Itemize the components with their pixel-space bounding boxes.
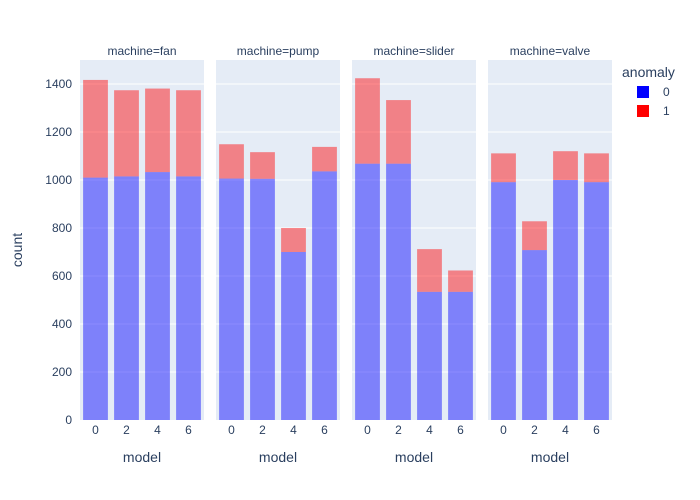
bar-anomaly-1[interactable] [553,151,578,180]
x-tick-label: 4 [154,423,161,437]
plot-background [80,60,204,420]
bar-anomaly-0[interactable] [219,178,244,420]
y-tick-label: 1400 [45,77,72,91]
bar-anomaly-1[interactable] [281,228,306,252]
bar-anomaly-0[interactable] [281,252,306,420]
y-tick-label: 0 [65,413,72,427]
x-axis-title: model [123,449,161,465]
plot-background [216,60,340,420]
bar-anomaly-1[interactable] [145,88,170,173]
bar-anomaly-0[interactable] [250,178,275,420]
bar-anomaly-1[interactable] [114,90,139,177]
bar-anomaly-1[interactable] [522,221,547,251]
bar-anomaly-1[interactable] [417,249,442,292]
facet-title: machine=pump [237,44,320,58]
x-tick-label: 2 [259,423,266,437]
bar-anomaly-0[interactable] [83,177,108,420]
bar-anomaly-1[interactable] [386,100,411,164]
bar-anomaly-0[interactable] [448,291,473,420]
bar-anomaly-0[interactable] [553,180,578,420]
x-tick-label: 4 [290,423,297,437]
facet-panel: machine=fan 0 2 4 6 model [80,44,204,465]
y-axis-title: count [9,233,25,267]
bar-anomaly-1[interactable] [250,152,275,179]
legend-swatch [637,105,649,117]
x-tick-label: 0 [228,423,235,437]
bar-anomaly-0[interactable] [491,182,516,420]
facet-panel: machine=valve 0 2 4 6 model [488,44,612,465]
legend-title: anomaly [622,64,675,80]
y-tick-label: 800 [52,221,72,235]
plot-background [488,60,612,420]
y-tick-label: 400 [52,317,72,331]
bar-anomaly-0[interactable] [355,163,380,420]
x-tick-label: 0 [92,423,99,437]
x-axis-title: model [531,449,569,465]
legend[interactable]: anomaly 0 1 [622,64,675,118]
x-tick-label: 0 [500,423,507,437]
bar-anomaly-0[interactable] [386,163,411,420]
legend-item-1[interactable]: 1 [637,104,670,118]
facet-panel: machine=slider 0 2 4 6 model [352,44,476,465]
legend-item-0[interactable]: 0 [637,85,670,99]
bar-anomaly-1[interactable] [355,78,380,164]
bar-anomaly-1[interactable] [491,153,516,183]
bar-anomaly-1[interactable] [584,153,609,183]
bar-anomaly-1[interactable] [219,144,244,179]
bar-anomaly-0[interactable] [114,176,139,420]
plot-background [352,60,476,420]
bar-anomaly-0[interactable] [145,172,170,420]
bar-anomaly-1[interactable] [83,79,108,178]
x-tick-label: 6 [185,423,192,437]
facet-panel: machine=pump 0 2 4 6 model [216,44,340,465]
x-tick-label: 6 [457,423,464,437]
bar-anomaly-0[interactable] [584,182,609,420]
y-tick-label: 200 [52,365,72,379]
x-tick-label: 6 [321,423,328,437]
facet-title: machine=fan [107,44,176,58]
y-tick-label: 1000 [45,173,72,187]
legend-label: 1 [663,104,670,118]
bar-anomaly-1[interactable] [176,90,201,177]
x-tick-label: 2 [531,423,538,437]
facet-title: machine=valve [510,44,591,58]
bar-anomaly-1[interactable] [312,146,337,172]
x-tick-label: 6 [593,423,600,437]
x-tick-label: 4 [426,423,433,437]
bar-anomaly-0[interactable] [312,171,337,420]
bar-anomaly-1[interactable] [448,270,473,292]
bar-anomaly-0[interactable] [417,291,442,420]
x-tick-label: 2 [123,423,130,437]
x-tick-label: 2 [395,423,402,437]
y-tick-label: 1200 [45,125,72,139]
bar-anomaly-0[interactable] [176,176,201,420]
legend-label: 0 [663,85,670,99]
x-tick-label: 4 [562,423,569,437]
x-axis-title: model [259,449,297,465]
facet-title: machine=slider [373,44,454,58]
facet-panels: machine=fan 0 2 4 6 model machine=pump 0 2 4 6 mode… [45,44,612,465]
bar-anomaly-0[interactable] [522,250,547,420]
legend-swatch [637,86,649,98]
y-tick-label: 600 [52,269,72,283]
x-axis-title: model [395,449,433,465]
x-tick-label: 0 [364,423,371,437]
